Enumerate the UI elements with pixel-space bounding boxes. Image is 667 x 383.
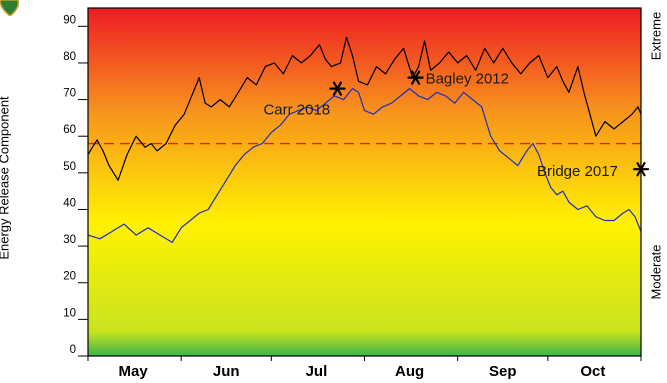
x-tick-label: Aug [395, 363, 424, 380]
y-tick-label: 10 [63, 307, 76, 319]
annotation-label-2: Bagley 2012 [426, 71, 509, 88]
y-tick-label: 40 [63, 197, 76, 209]
y-tick-label: 20 [63, 271, 76, 283]
series-line-2 [87, 88, 642, 243]
y-tick-label: 90 [63, 14, 76, 26]
series-layer [87, 36, 642, 243]
series-line-1 [87, 36, 642, 181]
x-tick-label: Jun [213, 363, 240, 380]
y-tick-label: 70 [63, 88, 76, 100]
annotation-label-1: Carr 2018 [263, 102, 330, 119]
y-tick-label: 0 [70, 344, 76, 356]
x-tick-label: Oct [580, 363, 605, 380]
y-tick-label: 60 [63, 124, 76, 136]
annotation-label-3: Bridge 2017 [537, 163, 618, 180]
y-tick-label: 80 [63, 51, 76, 63]
x-tick-label: Jul [306, 363, 328, 380]
annotation-marker-1 [329, 81, 346, 96]
plot-background [88, 8, 641, 356]
annotation-layer: Carr 2018 Bagley 2012 Bridge 2017 [263, 70, 650, 180]
x-tick-label: May [118, 363, 148, 380]
y-ticks: 0 10 20 30 40 50 60 70 80 90 [63, 14, 88, 357]
x-ticks: May Jun Jul Aug Sep Oct [87, 356, 642, 380]
y-tick-label: 50 [63, 161, 76, 173]
agency-logo [0, 0, 20, 17]
y-tick-label: 30 [63, 234, 76, 246]
x-tick-label: Sep [489, 363, 517, 380]
annotation-marker-2 [407, 70, 424, 85]
